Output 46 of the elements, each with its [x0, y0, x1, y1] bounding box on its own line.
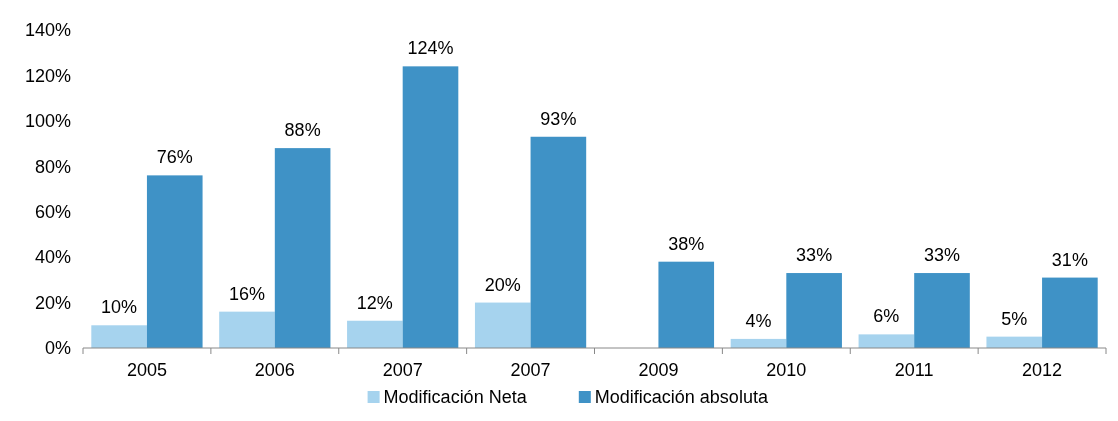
bar	[858, 334, 915, 348]
data-label: 5%	[1001, 308, 1028, 329]
x-tick-label: 2011	[894, 360, 934, 380]
data-label: 12%	[356, 292, 393, 313]
data-label: 4%	[745, 310, 772, 331]
bar	[1042, 277, 1098, 348]
bar	[530, 136, 587, 348]
legend-label: Modificación Neta	[383, 387, 528, 408]
data-label: 33%	[923, 245, 961, 266]
y-tick-label: 80%	[34, 156, 71, 177]
data-label: 20%	[484, 274, 521, 295]
y-tick-label: 120%	[24, 65, 71, 86]
y-tick-label: 100%	[24, 111, 71, 132]
bar	[274, 148, 331, 348]
x-tick-label: 2007	[382, 360, 423, 380]
bar	[347, 320, 403, 348]
data-label: 88%	[284, 120, 321, 141]
data-label: 33%	[796, 245, 833, 266]
y-tick-label: 140%	[24, 20, 71, 41]
bar	[658, 261, 715, 348]
x-tick-label: 2005	[126, 360, 167, 380]
bar	[146, 175, 203, 348]
x-tick-label: 2012	[1022, 360, 1063, 380]
x-tick-label: 2009	[638, 360, 679, 380]
bar	[91, 325, 147, 348]
bar	[914, 273, 970, 348]
data-label: 10%	[101, 297, 138, 318]
bar	[474, 302, 531, 348]
data-label: 38%	[668, 233, 705, 254]
bar	[786, 273, 842, 348]
y-tick-label: 0%	[44, 338, 71, 359]
data-label: 124%	[407, 38, 454, 59]
data-label: 76%	[156, 147, 193, 168]
data-label: 16%	[228, 283, 266, 304]
bar	[219, 311, 275, 348]
x-tick-label: 2007	[510, 360, 551, 380]
x-tick-label: 2010	[766, 360, 807, 380]
data-label: 93%	[540, 108, 577, 129]
data-label: 31%	[1051, 249, 1088, 270]
y-tick-label: 40%	[34, 247, 71, 268]
data-label: 6%	[873, 306, 900, 327]
y-tick-label: 20%	[34, 292, 71, 313]
legend-label: Modificación absoluta	[594, 387, 769, 408]
x-tick-label: 2006	[254, 360, 295, 380]
y-tick-label: 60%	[34, 202, 71, 223]
bar	[402, 66, 459, 348]
